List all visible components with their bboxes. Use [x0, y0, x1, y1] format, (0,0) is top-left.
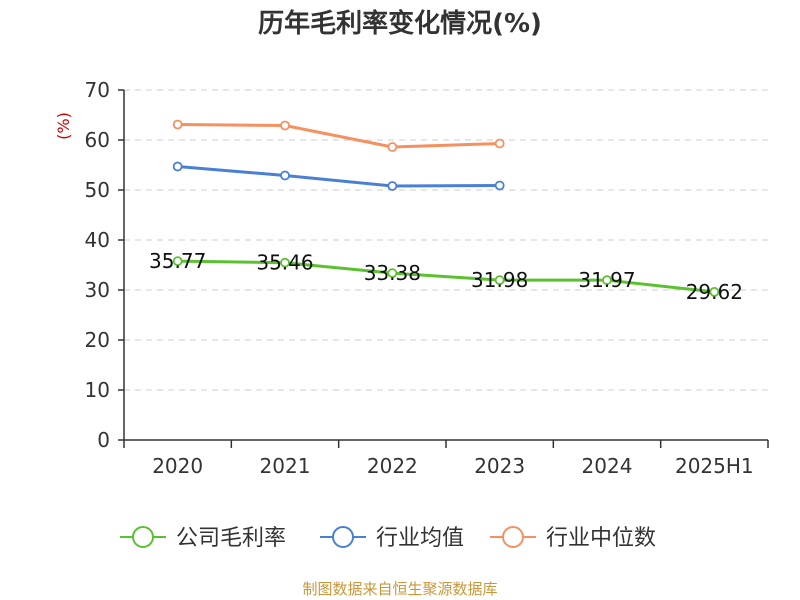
data-point [494, 180, 505, 191]
y-tick-label: 30 [85, 278, 110, 302]
series-line-0 [177, 259, 715, 294]
series-line-2 [177, 123, 500, 149]
data-point [172, 119, 183, 130]
source-note: 制图数据来自恒生聚源数据库 [302, 580, 497, 598]
data-label: 33.38 [364, 261, 421, 285]
data-point [494, 138, 505, 149]
series-line-1 [177, 165, 500, 188]
legend-swatch-marker [332, 526, 354, 548]
data-label: 31.97 [578, 268, 635, 292]
legend-item-2[interactable]: 行业中位数 [490, 526, 656, 551]
series-lines [172, 119, 720, 297]
legend-item-1[interactable]: 行业均值 [320, 526, 464, 551]
data-point [387, 142, 398, 152]
legend-swatch-marker [132, 526, 154, 548]
data-labels: 35.77 35.46 33.38 31.98 31.97 29.62 [149, 249, 743, 304]
legend-item-0[interactable]: 公司毛利率 [120, 526, 286, 551]
legend: 公司毛利率 行业均值 行业中位数 [120, 526, 656, 551]
y-axis-label: (%) [54, 112, 73, 140]
y-tick-label: 20 [85, 328, 110, 352]
y-tick-label: 0 [97, 428, 110, 452]
y-tick-label: 60 [85, 128, 110, 152]
legend-swatch-marker [502, 526, 524, 548]
x-tick-label: 2025H1 [675, 454, 754, 478]
data-label: 31.98 [471, 268, 528, 292]
axes: 0 10 20 30 40 50 60 70 2020 2021 2022 2023 2024 2025H… [85, 78, 769, 478]
x-tick-label: 2024 [582, 454, 633, 478]
legend-label: 行业均值 [376, 526, 464, 551]
x-tick-label: 2023 [474, 454, 525, 478]
x-tick-label: 2020 [152, 454, 203, 478]
y-tick-label: 70 [85, 78, 110, 102]
data-point [709, 286, 720, 297]
y-tick-label: 50 [85, 178, 110, 202]
data-point [387, 181, 398, 191]
data-point [602, 275, 612, 286]
data-label: 35.46 [256, 251, 313, 275]
data-point [280, 120, 290, 131]
x-tick-label: 2022 [367, 454, 418, 478]
data-point [172, 161, 183, 172]
legend-label: 公司毛利率 [176, 526, 286, 551]
data-point [494, 275, 505, 286]
data-label: 35.77 [149, 249, 206, 273]
legend-label: 行业中位数 [546, 526, 656, 551]
data-point [387, 268, 398, 279]
data-point [172, 256, 183, 267]
y-tick-label: 10 [85, 378, 110, 402]
data-point [280, 257, 290, 268]
chart-title: 历年毛利率变化情况(%) [258, 8, 542, 39]
y-tick-label: 40 [85, 228, 110, 252]
data-label: 29.62 [686, 280, 743, 304]
x-tick-label: 2021 [260, 454, 311, 478]
grid-lines [124, 89, 768, 391]
data-point [280, 170, 290, 181]
